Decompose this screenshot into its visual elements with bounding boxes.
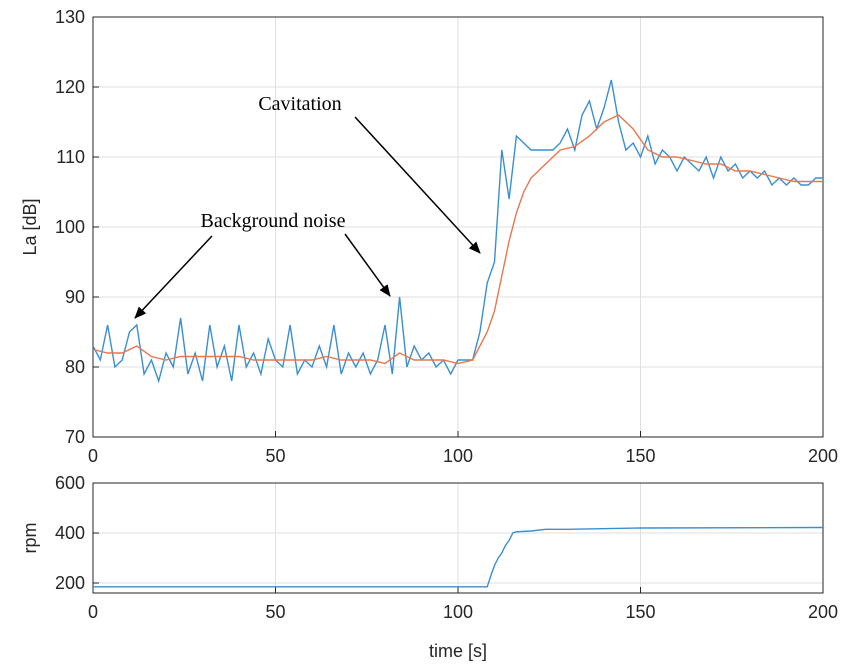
y-tick-label: 110	[56, 147, 85, 167]
annotation-arrow	[354, 116, 481, 254]
x-tick-label: 150	[625, 446, 655, 466]
data-line	[92, 114, 823, 365]
x-tick-label: 150	[625, 602, 655, 622]
y-tick-label: 130	[55, 7, 85, 27]
x-tick-label: 0	[88, 446, 98, 466]
annotation-arrow	[134, 235, 213, 319]
x-tick-label: 200	[808, 446, 838, 466]
annotation: Cavitation	[258, 93, 341, 115]
y-axis-label: rpm	[20, 523, 40, 554]
x-tick-label: 100	[443, 602, 473, 622]
x-axis-label: time [s]	[429, 641, 487, 661]
y-tick-label: 90	[65, 287, 85, 307]
x-tick-label: 0	[88, 602, 98, 622]
axes-frame	[92, 482, 824, 594]
y-tick-label: 400	[55, 523, 85, 543]
axes-frame	[92, 16, 824, 438]
x-tick-label: 200	[808, 602, 838, 622]
y-tick-label: 80	[65, 357, 85, 377]
y-tick-label: 600	[55, 473, 85, 493]
annotation: Background noise	[201, 210, 346, 232]
y-tick-label: 100	[55, 217, 85, 237]
y-tick-label: 70	[65, 427, 85, 447]
y-tick-label: 200	[55, 573, 85, 593]
x-tick-label: 50	[265, 602, 285, 622]
y-tick-label: 120	[55, 77, 85, 97]
x-tick-label: 50	[265, 446, 285, 466]
x-tick-label: 100	[443, 446, 473, 466]
data-line	[92, 79, 823, 384]
data-line	[93, 526, 824, 588]
y-axis-label: La [dB]	[20, 198, 40, 255]
annotation-arrow	[344, 233, 391, 297]
